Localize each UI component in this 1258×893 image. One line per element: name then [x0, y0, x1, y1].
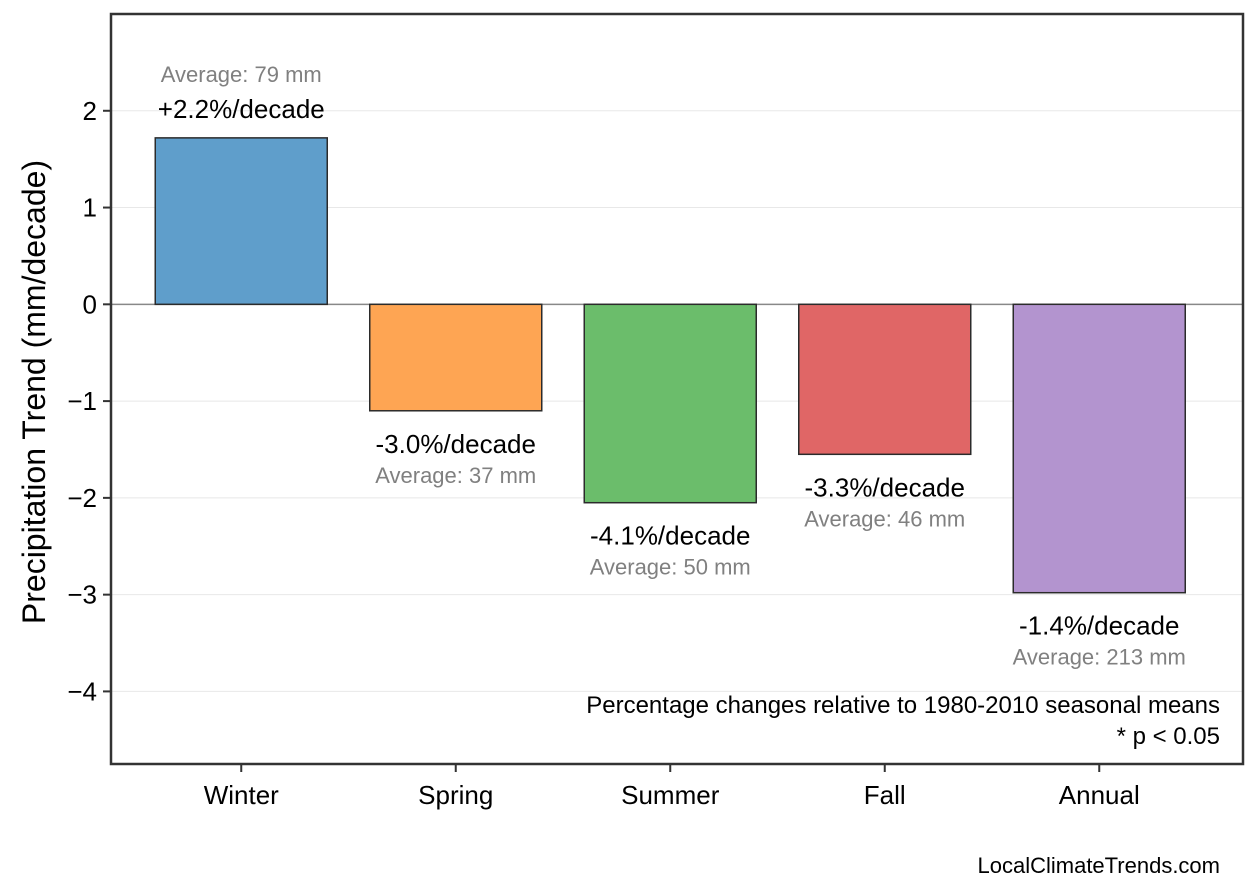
y-tick-label: 0	[83, 289, 97, 319]
x-tick-label-annual: Annual	[1059, 780, 1140, 810]
trend-label-spring: -3.0%/decade	[376, 429, 536, 459]
y-tick-label: 2	[83, 96, 97, 126]
average-label-annual: Average: 213 mm	[1013, 645, 1186, 670]
average-label-winter: Average: 79 mm	[161, 62, 322, 87]
footnote-significance: * p < 0.05	[1117, 723, 1220, 750]
bar-summer	[583, 303, 757, 504]
x-axis-ticks: Winter Spring Summer Fall Annual	[204, 764, 1140, 810]
trend-label-fall: -3.3%/decade	[805, 472, 965, 502]
y-axis-title: Precipitation Trend (mm/decade)	[16, 160, 52, 624]
x-tick-label-winter: Winter	[204, 780, 279, 810]
y-tick-label: 1	[83, 193, 97, 223]
average-label-summer: Average: 50 mm	[590, 555, 751, 580]
trend-label-winter: +2.2%/decade	[158, 94, 325, 124]
footnote-percentage-changes: Percentage changes relative to 1980-2010…	[586, 692, 1220, 719]
bar-labels: +2.2%/decade Average: 79 mm -3.0%/decade Av…	[158, 62, 1186, 670]
y-tick-label: −2	[67, 483, 97, 513]
bar-annual	[1012, 303, 1186, 594]
average-label-fall: Average: 46 mm	[804, 506, 965, 531]
bars	[154, 137, 1186, 594]
average-label-spring: Average: 37 mm	[375, 463, 536, 488]
trend-label-summer: -4.1%/decade	[590, 521, 750, 551]
bar-winter	[154, 137, 328, 306]
source-credit: LocalClimateTrends.com	[978, 853, 1221, 878]
x-tick-label-summer: Summer	[621, 780, 720, 810]
plot-area-frame	[109, 12, 1245, 766]
x-tick-label-fall: Fall	[864, 780, 906, 810]
y-axis-ticks: 2 1 0 −1 −2 −3 −4	[67, 96, 111, 706]
trend-label-annual: -1.4%/decade	[1019, 611, 1179, 641]
y-tick-label: −1	[67, 386, 97, 416]
bar-spring	[369, 303, 543, 412]
bar-fall	[798, 303, 972, 456]
y-tick-label: −3	[67, 580, 97, 610]
y-tick-label: −4	[67, 676, 97, 706]
x-tick-label-spring: Spring	[418, 780, 493, 810]
